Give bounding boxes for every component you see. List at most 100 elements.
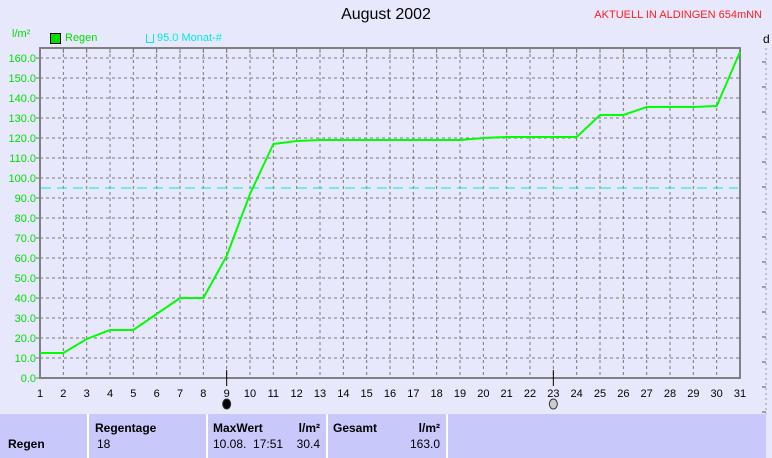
x-tick-label: 23 bbox=[547, 388, 559, 400]
data-point bbox=[272, 143, 274, 145]
x-tick-label: 31 bbox=[734, 388, 746, 400]
x-tick-label: 21 bbox=[501, 388, 513, 400]
x-tick-label: 11 bbox=[268, 388, 279, 400]
data-point bbox=[86, 338, 88, 340]
data-point bbox=[179, 297, 181, 299]
legend-reference[interactable]: 95.0 Monat-# bbox=[146, 32, 222, 44]
station-label: AKTUELL IN ALDINGEN 654mNN bbox=[594, 9, 762, 21]
data-point bbox=[226, 255, 228, 257]
data-point bbox=[646, 106, 648, 108]
maxwert-unit: l/m² bbox=[298, 421, 320, 435]
x-tick-label: 24 bbox=[571, 388, 583, 400]
x-tick-label: 26 bbox=[617, 388, 629, 400]
x-tick-label: 6 bbox=[154, 388, 160, 400]
x-tick-label: 29 bbox=[687, 388, 699, 400]
data-point bbox=[39, 352, 41, 354]
row-label: Regen bbox=[8, 437, 45, 451]
data-point bbox=[296, 140, 298, 142]
empty-col bbox=[448, 414, 766, 458]
y-tick-label: 130.0 bbox=[8, 113, 36, 125]
maxwert-label: MaxWert bbox=[213, 421, 263, 435]
new-moon-icon bbox=[222, 398, 232, 410]
gesamt-unit: l/m² bbox=[418, 421, 440, 435]
y-tick-label: 100.0 bbox=[8, 173, 36, 185]
right-axis-label: d bbox=[763, 32, 770, 46]
data-point bbox=[552, 136, 554, 138]
data-point bbox=[132, 329, 134, 331]
legend-regen[interactable]: Regen bbox=[50, 32, 97, 44]
data-point bbox=[109, 329, 111, 331]
x-tick-label: 2 bbox=[60, 388, 66, 400]
data-point bbox=[576, 136, 578, 138]
data-point bbox=[342, 139, 344, 141]
chart-title: August 2002 bbox=[341, 6, 431, 23]
data-point bbox=[62, 352, 64, 354]
y-tick-label: 160.0 bbox=[8, 53, 36, 65]
data-point bbox=[529, 136, 531, 138]
x-tick-label: 13 bbox=[314, 388, 326, 400]
maxwert-time: 10.08. 17:51 bbox=[213, 437, 284, 451]
legend-swatch bbox=[146, 33, 154, 43]
legend-swatch bbox=[50, 32, 61, 44]
y-tick-label: 80.0 bbox=[15, 213, 36, 225]
x-tick-label: 15 bbox=[361, 388, 373, 400]
data-point bbox=[202, 297, 204, 299]
y-tick-label: 90.0 bbox=[15, 193, 36, 205]
x-tick-label: 16 bbox=[384, 388, 396, 400]
x-tick-label: 30 bbox=[711, 388, 723, 400]
y-tick-label: 60.0 bbox=[15, 253, 36, 265]
data-point bbox=[366, 139, 368, 141]
x-tick-label: 27 bbox=[641, 388, 653, 400]
data-point bbox=[482, 137, 484, 139]
summary-row-label-col: Regen bbox=[0, 414, 89, 458]
y-tick-label: 20.0 bbox=[15, 333, 36, 345]
plot-frame bbox=[39, 47, 741, 379]
gesamt-value: 163.0 bbox=[409, 437, 440, 451]
y-tick-label: 30.0 bbox=[15, 313, 36, 325]
y-tick-label: 150.0 bbox=[8, 73, 36, 85]
data-point bbox=[412, 139, 414, 141]
x-tick-label: 25 bbox=[594, 388, 606, 400]
data-point bbox=[156, 313, 158, 315]
legend-label: Regen bbox=[65, 32, 98, 44]
y-tick-label: 110.0 bbox=[9, 153, 36, 165]
data-point bbox=[622, 114, 624, 116]
y-tick-label: 40.0 bbox=[15, 293, 36, 305]
rain-chart: 0.0 10.0 20.0 30.0 40.0 50.0 60.0 70.0 80.0 90.0 1… bbox=[8, 47, 767, 414]
gesamt-label: Gesamt bbox=[333, 421, 378, 435]
data-point bbox=[716, 105, 718, 107]
y-tick-label: 120.0 bbox=[8, 133, 36, 145]
data-point bbox=[249, 193, 251, 195]
data-point bbox=[436, 139, 438, 141]
y-tick-label: 50.0 bbox=[15, 273, 36, 285]
data-point bbox=[692, 106, 694, 108]
regentage-col: Regentage 18 bbox=[89, 414, 208, 458]
data-point bbox=[739, 51, 741, 53]
data-point bbox=[389, 139, 391, 141]
x-tick-label: 18 bbox=[431, 388, 443, 400]
maxwert-col: MaxWert l/m² 10.08. 17:51 30.4 bbox=[208, 414, 328, 458]
x-tick-label: 7 bbox=[177, 388, 183, 400]
summary-panel: Regen Regentage 18 MaxWert l/m² 10.08. 1… bbox=[0, 414, 766, 458]
x-tick-label: 5 bbox=[130, 388, 136, 400]
x-tick-label: 1 bbox=[37, 388, 43, 400]
y-tick-label: 70.0 bbox=[15, 233, 36, 245]
x-tick-label: 28 bbox=[664, 388, 676, 400]
x-tick-label: 9 bbox=[224, 388, 230, 400]
y-axis-label: l/m² bbox=[12, 28, 31, 40]
x-tick-label: 10 bbox=[244, 388, 256, 400]
x-tick-label: 20 bbox=[477, 388, 489, 400]
maxwert-value: 30.4 bbox=[296, 437, 320, 451]
data-point bbox=[319, 139, 321, 141]
y-tick-label: 140.0 bbox=[8, 93, 36, 105]
x-tick-label: 19 bbox=[454, 388, 466, 400]
data-point bbox=[506, 136, 508, 138]
x-tick-label: 17 bbox=[407, 388, 419, 400]
x-tick-label: 4 bbox=[107, 388, 113, 400]
x-tick-label: 14 bbox=[337, 388, 349, 400]
legend-label: 95.0 Monat-# bbox=[157, 32, 222, 44]
x-tick-label: 22 bbox=[524, 388, 536, 400]
gesamt-col: Gesamt l/m² 163.0 bbox=[328, 414, 448, 458]
full-moon-icon bbox=[548, 398, 558, 410]
y-tick-label: 10.0 bbox=[15, 353, 36, 365]
